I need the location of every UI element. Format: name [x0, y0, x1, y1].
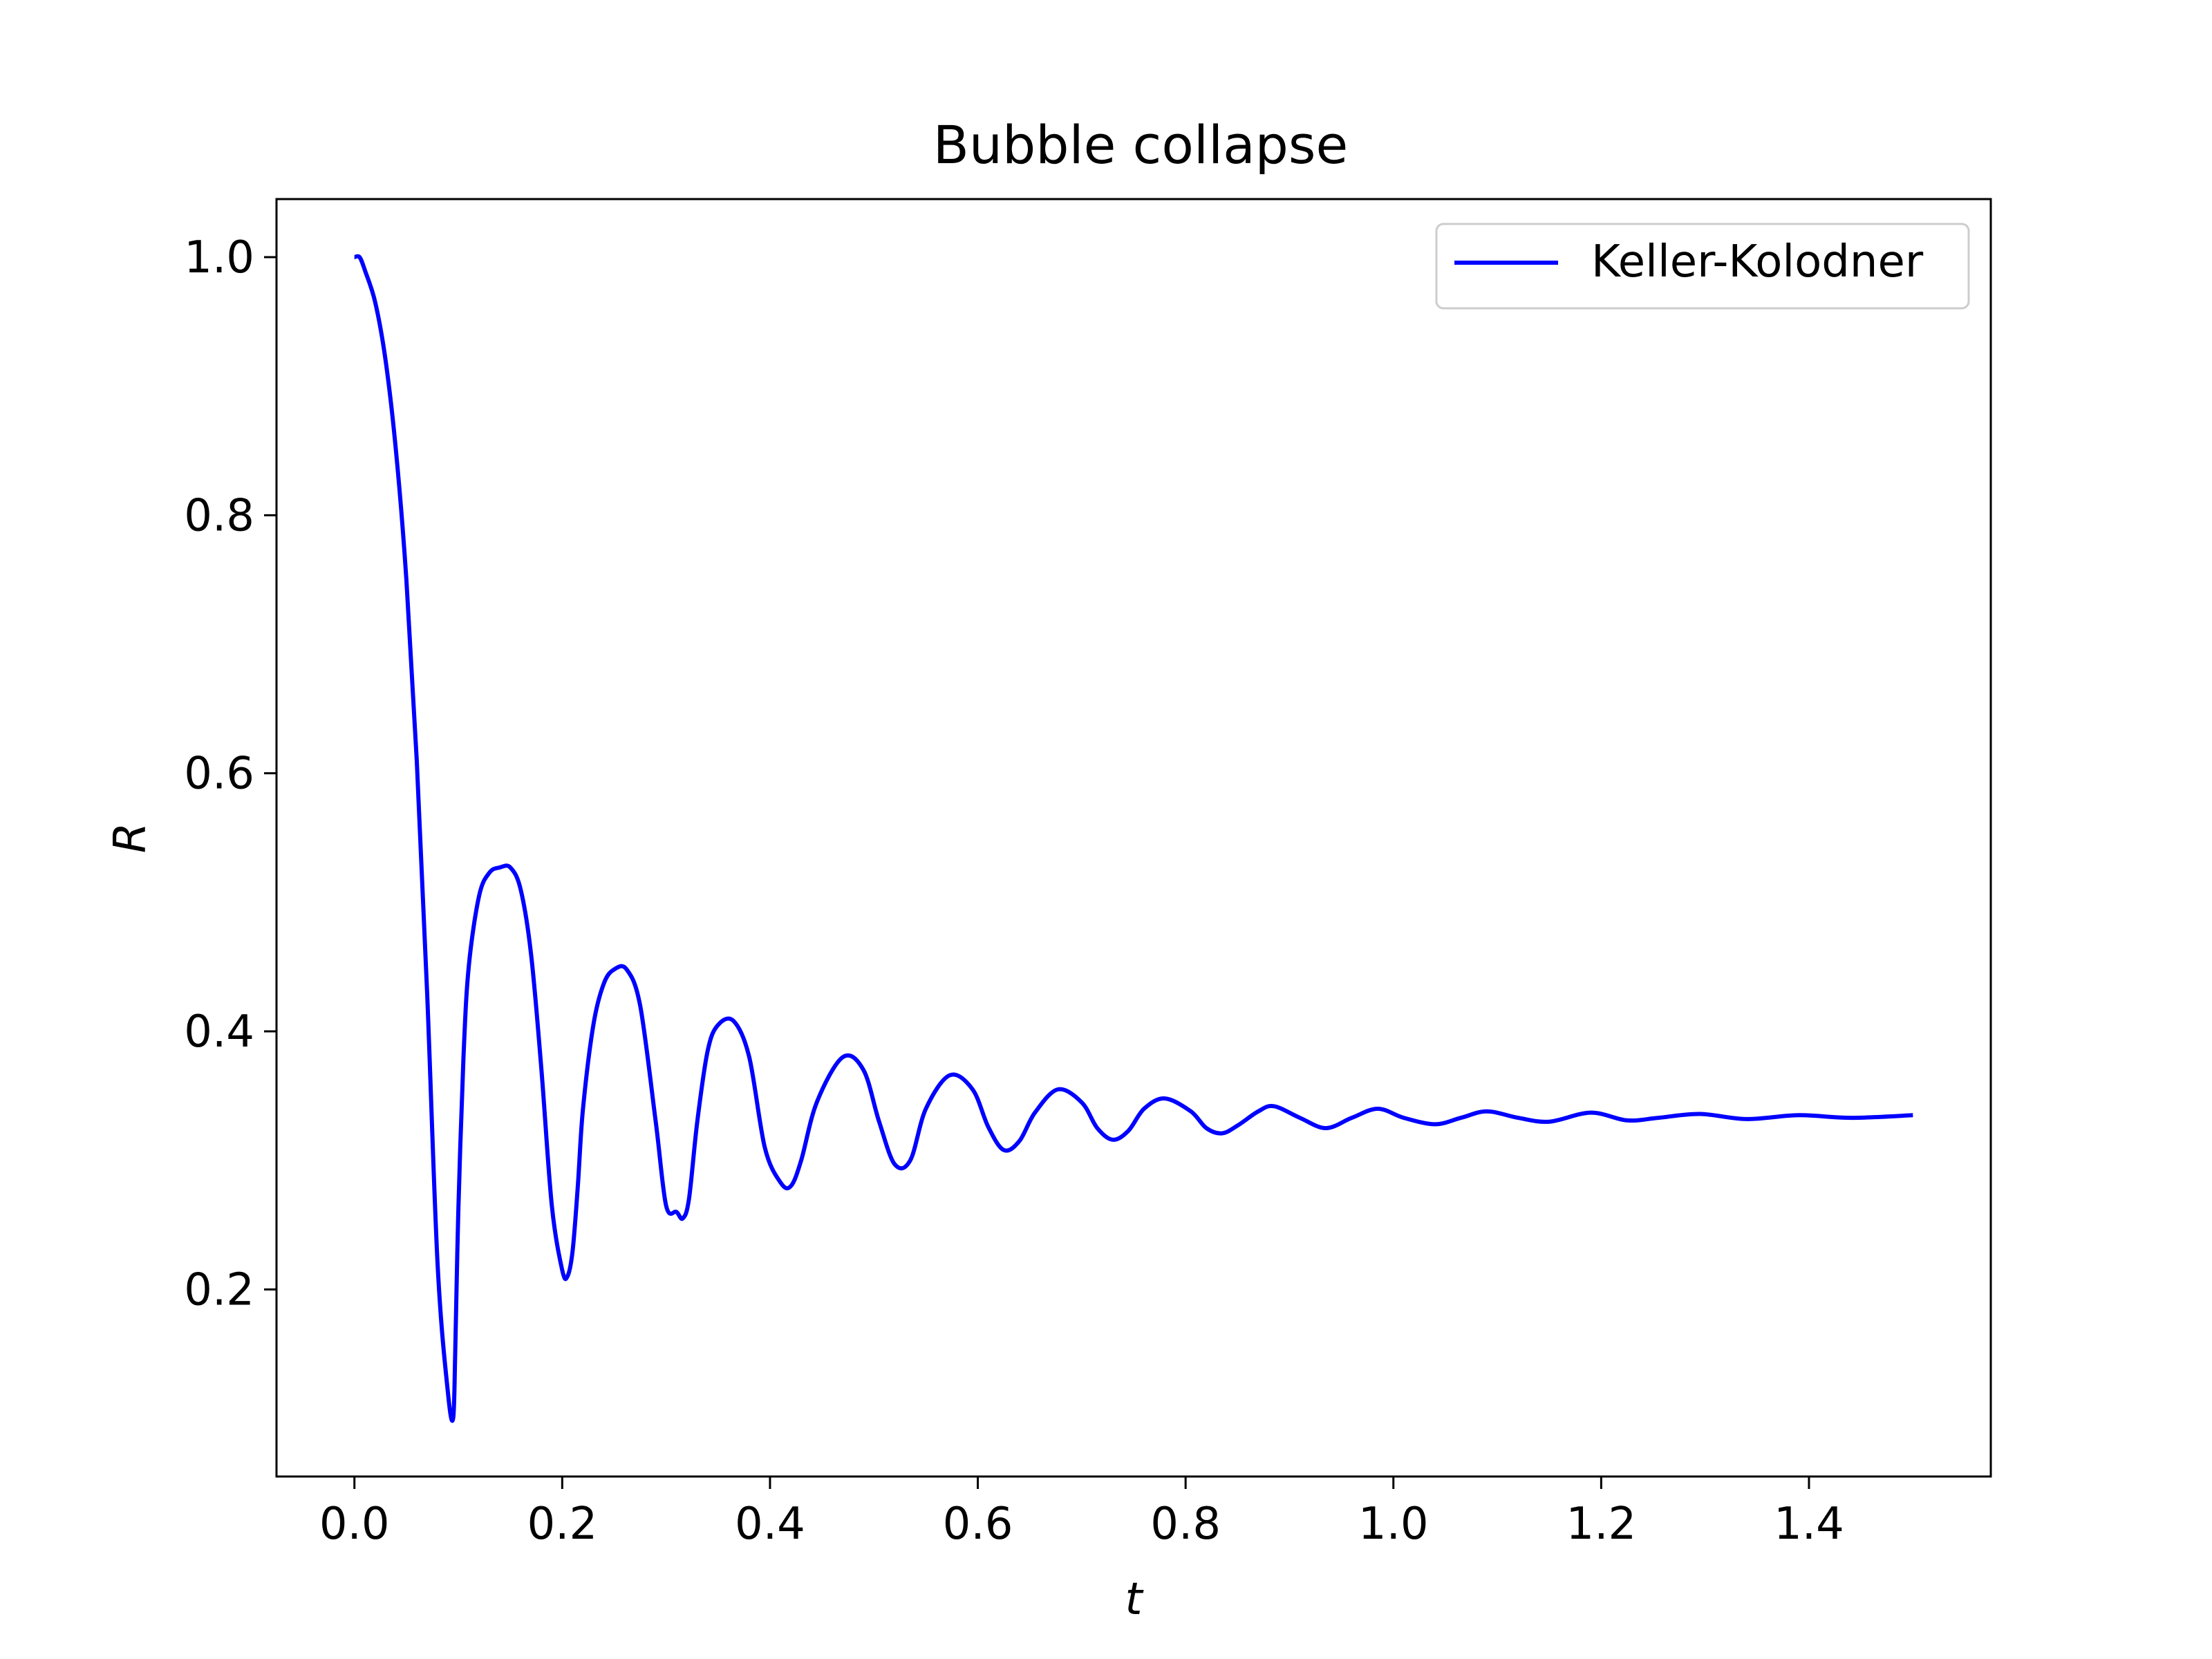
x-tick-label-1: 0.2 [527, 1499, 597, 1550]
series-layer [354, 254, 1913, 1423]
y-axis: 0.2 0.4 0.6 0.8 1.0 [184, 232, 276, 1315]
y-tick-label-0: 0.2 [184, 1264, 254, 1315]
y-axis-label: R [105, 823, 156, 853]
x-axis-label: t [1125, 1574, 1144, 1625]
x-tick-label-3: 0.6 [943, 1499, 1013, 1550]
y-tick-label-4: 1.0 [184, 232, 254, 283]
chart-title: Bubble collapse [933, 114, 1349, 176]
y-tick-label-2: 0.6 [184, 749, 254, 800]
legend-box [1435, 223, 1970, 310]
x-tick-label-7: 1.4 [1774, 1499, 1844, 1550]
plot-area [275, 198, 1992, 1478]
x-tick-label-4: 0.8 [1150, 1499, 1221, 1550]
y-tick-label-3: 0.8 [184, 490, 254, 541]
series-line-keller-kolodner [354, 254, 1913, 1423]
y-tick-label-1: 0.4 [184, 1006, 254, 1058]
plot-frame [275, 198, 1992, 1478]
legend-label-keller-kolodner: Keller-Kolodner [1591, 236, 1924, 288]
x-tick-label-6: 1.2 [1566, 1499, 1636, 1550]
x-tick-label-5: 1.0 [1358, 1499, 1429, 1550]
x-tick-label-2: 0.4 [735, 1499, 805, 1550]
legend: Keller-Kolodner [1435, 223, 1970, 310]
x-axis: 0.0 0.2 0.4 0.6 0.8 1.0 1.2 1.4 [319, 1477, 1844, 1550]
x-tick-label-0: 0.0 [319, 1499, 390, 1550]
